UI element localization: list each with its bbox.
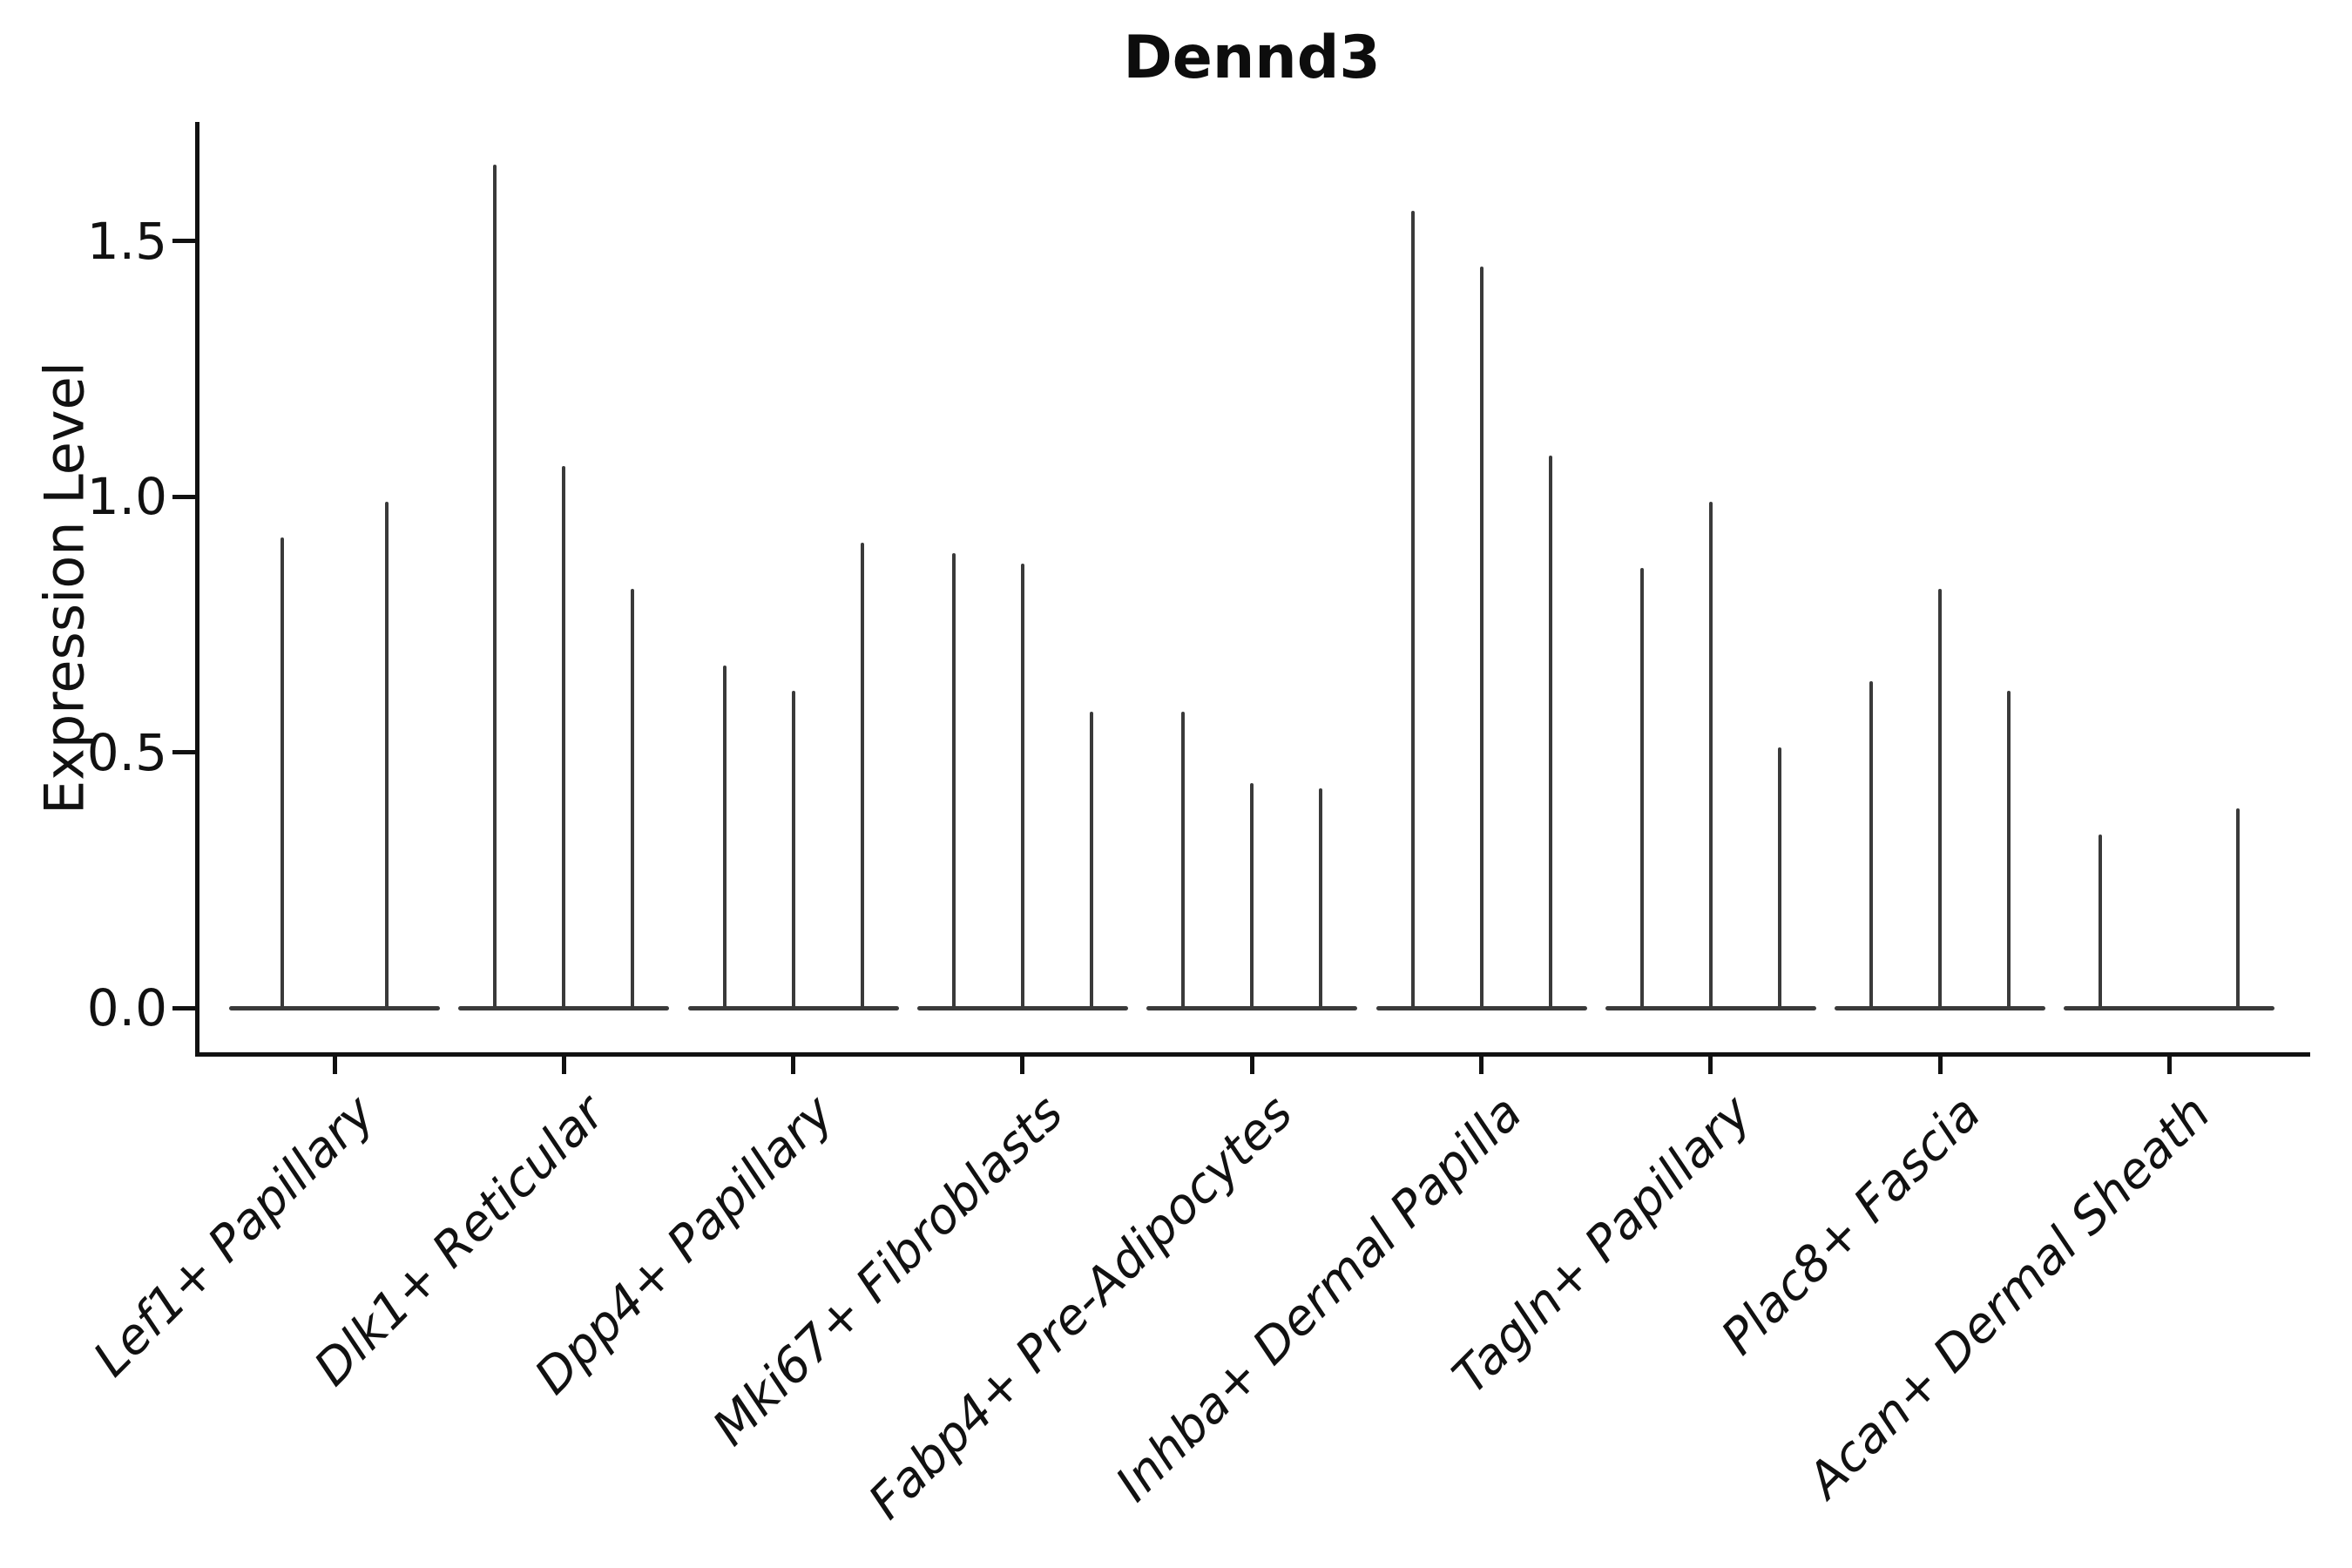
x-tick-mark [332,1057,337,1074]
violin-spike [280,537,284,1010]
y-tick-label: 0.0 [86,978,167,1037]
violin-spike [631,588,635,1010]
x-tick-label: Acan+ Dermal Sheath [1796,1085,2221,1510]
x-tick-mark [791,1057,796,1074]
y-tick-label: 0.5 [86,722,167,782]
violin-spike [1938,588,1943,1010]
x-tick-mark [561,1057,566,1074]
violin-spike [791,691,795,1010]
y-tick-label: 1.5 [86,211,167,271]
violin-spike [1479,267,1484,1010]
x-tick-mark [1020,1057,1025,1074]
violin-spike [1410,210,1415,1010]
violin-spike [1708,502,1713,1010]
chart-title: Dennd3 [1123,24,1381,92]
violin-spike [562,466,566,1010]
violin-spike [493,164,497,1010]
violin-spike [2099,834,2103,1010]
violin-spike [1548,456,1552,1010]
violin-spike [1319,787,1323,1010]
violin-spike [385,502,389,1010]
violin-baseline [229,1005,440,1010]
violin-spike [722,665,727,1010]
x-tick-mark [2166,1057,2172,1074]
violin-spike [1020,563,1024,1010]
violin-spike [1869,680,1874,1010]
x-tick-mark [1937,1057,1943,1074]
y-tick-label: 1.0 [86,467,167,527]
violin-spike [1250,782,1254,1010]
violin-baseline [2064,1005,2275,1010]
violin-spike [2007,691,2011,1010]
x-tick-label: Fabp4+ Pre-Adipocytes [858,1085,1304,1531]
violin-spike [2236,808,2240,1010]
x-tick-label: Inhba+ Dermal Papilla [1105,1085,1533,1513]
violin-spike [1089,711,1093,1010]
x-tick-mark [1249,1057,1254,1074]
x-axis-spine [195,1052,2310,1057]
violin-spike [951,552,956,1010]
y-tick-mark [172,494,198,499]
y-tick-mark [172,1005,198,1010]
violin-spike [860,543,864,1010]
y-tick-mark [172,239,198,244]
violin-spike [1181,711,1186,1010]
y-tick-mark [172,750,198,755]
y-axis-spine [195,122,199,1057]
violin-spike [1777,747,1781,1010]
violin-spike [1639,568,1644,1010]
x-tick-mark [1479,1057,1484,1074]
x-tick-mark [1708,1057,1713,1074]
